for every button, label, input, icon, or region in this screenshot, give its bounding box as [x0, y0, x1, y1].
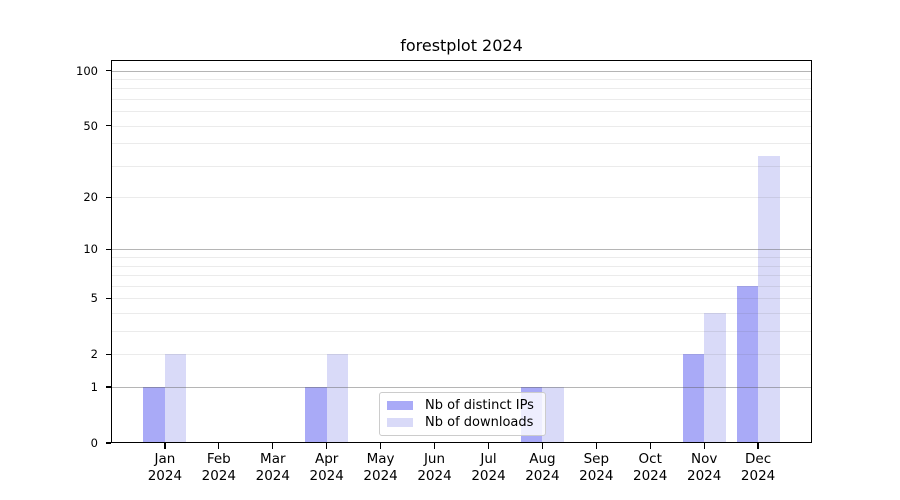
x-tick-sep [595, 443, 597, 449]
legend-item-downloads: Nb of downloads [387, 414, 538, 431]
gridline-minor-50 [111, 125, 812, 127]
bar-nb-of-distinct-ips-dec [736, 285, 759, 443]
x-tick-label-line: Aug [529, 451, 556, 467]
y-tick-label-1: 1 [90, 380, 98, 395]
x-tick-jan [164, 443, 166, 449]
gridline-minor-80 [111, 88, 812, 90]
y-tick-label-50: 50 [83, 118, 98, 133]
x-tick-label-apr: Apr 2024 [297, 451, 357, 484]
x-tick-jul [487, 443, 490, 449]
x-tick-label-dec: Dec 2024 [728, 451, 788, 484]
x-tick-oct [649, 443, 651, 449]
x-tick-label-nov: Nov 2024 [674, 451, 734, 484]
legend-swatch-downloads-icon [387, 418, 413, 427]
bar-nb-of-distinct-ips-nov [682, 354, 705, 443]
x-tick-mar [272, 443, 274, 449]
x-tick-label-line: Mar [260, 451, 286, 467]
x-tick-label-line: Nov [691, 451, 718, 467]
x-tick-may [379, 443, 382, 449]
legend: Nb of distinct IPs Nb of downloads [379, 392, 546, 436]
gridline-major-10 [111, 249, 812, 251]
x-tick-dec [757, 443, 759, 449]
x-tick-label-feb: Feb 2024 [189, 451, 249, 484]
x-tick-label-line: Jun [423, 451, 446, 467]
gridline-minor-60 [111, 111, 812, 113]
x-tick-label-line: Oct [638, 451, 662, 467]
gridline-minor-30 [111, 165, 812, 167]
x-tick-label-line: 2024 [579, 467, 614, 484]
x-tick-label-line: Apr [315, 451, 339, 467]
x-tick-label-aug: Aug 2024 [512, 451, 572, 484]
y-tick-50 [106, 124, 111, 127]
x-tick-label-line: 2024 [201, 467, 236, 484]
y-tick-label-0: 0 [90, 436, 98, 450]
bar-nb-of-downloads-aug [542, 387, 564, 443]
plot-area [111, 60, 812, 443]
gridline-major-100 [111, 70, 812, 72]
x-tick-label-line: Jan [154, 451, 176, 467]
y-tick-2 [106, 353, 111, 355]
x-tick-label-mar: Mar 2024 [243, 451, 303, 484]
y-tick-5 [106, 297, 111, 300]
legend-label-downloads: Nb of downloads [425, 415, 534, 430]
x-tick-label-line: 2024 [255, 467, 290, 484]
chart-title: forestplot 2024 [400, 36, 523, 55]
legend-swatch-distinct-ips-icon [387, 401, 413, 410]
bar-nb-of-downloads-dec [758, 156, 780, 443]
bar-nb-of-downloads-jan [164, 354, 187, 443]
y-tick-label-5: 5 [90, 291, 98, 306]
x-tick-aug [541, 443, 544, 449]
gridline-minor-20 [111, 197, 812, 199]
x-tick-label-line: Dec [745, 451, 772, 467]
x-tick-label-line: 2024 [309, 467, 344, 484]
bar-nb-of-distinct-ips-jan [143, 387, 165, 443]
x-tick-label-jan: Jan 2024 [135, 451, 195, 484]
x-tick-label-line: 2024 [471, 467, 506, 484]
x-tick-label-sep: Sep 2024 [566, 451, 626, 484]
x-tick-label-line: 2024 [147, 467, 183, 484]
x-tick-label-may: May 2024 [351, 451, 411, 484]
gridline-minor-7 [111, 275, 812, 277]
y-tick-100 [106, 69, 111, 72]
x-tick-label-line: Feb [206, 451, 231, 467]
gridline-minor-5 [111, 298, 812, 300]
gridline-minor-8 [111, 265, 812, 267]
x-tick-label-line: 2024 [633, 467, 668, 484]
x-tick-label-oct: Oct 2024 [620, 451, 680, 484]
x-tick-feb [218, 443, 220, 449]
y-tick-label-10: 10 [83, 242, 98, 257]
x-tick-nov [703, 443, 705, 449]
gridline-minor-90 [111, 78, 812, 80]
y-tick-label-100: 100 [76, 63, 98, 78]
x-tick-apr [326, 443, 328, 449]
x-tick-label-line: 2024 [417, 467, 452, 484]
x-tick-label-line: 2024 [687, 467, 722, 484]
x-tick-label-line: May [366, 451, 395, 467]
y-tick-label-20: 20 [83, 190, 98, 205]
x-tick-label-line: 2024 [363, 467, 398, 484]
x-tick-label-line: 2024 [525, 467, 560, 484]
gridline-minor-70 [111, 98, 812, 100]
x-tick-label-line: Jul [480, 451, 497, 467]
gridline-minor-9 [111, 257, 812, 259]
gridline-minor-40 [111, 143, 812, 145]
y-tick-10 [106, 248, 111, 251]
y-tick-label-2: 2 [90, 347, 98, 362]
bar-nb-of-downloads-nov [704, 313, 726, 443]
x-tick-jun [433, 443, 436, 449]
bar-nb-of-downloads-apr [326, 354, 349, 443]
x-tick-label-jul: Jul 2024 [459, 451, 519, 484]
legend-label-distinct-ips: Nb of distinct IPs [425, 398, 534, 413]
legend-item-distinct-ips: Nb of distinct IPs [387, 397, 538, 414]
y-tick-20 [106, 196, 111, 198]
x-tick-label-jun: Jun 2024 [405, 451, 465, 484]
x-tick-label-line: 2024 [740, 467, 776, 484]
y-tick-0 [106, 442, 111, 444]
gridline-minor-6 [111, 285, 812, 287]
bar-nb-of-distinct-ips-apr [305, 387, 327, 443]
y-tick-1 [106, 386, 111, 388]
x-tick-label-line: Sep [583, 451, 610, 467]
